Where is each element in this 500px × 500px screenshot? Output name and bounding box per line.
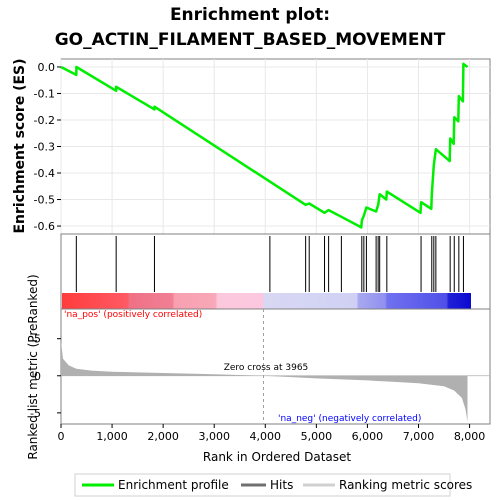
- es-tick-label: -0.3: [34, 141, 55, 154]
- es-tick-label: -0.5: [34, 194, 55, 207]
- metric-y-axis-title: Ranked list metric (PreRanked): [26, 274, 40, 459]
- zero-cross-label: Zero cross at 3965: [224, 363, 309, 373]
- x-tick-label: 6,000: [352, 430, 384, 443]
- chart-title-line1: Enrichment plot:: [170, 5, 330, 25]
- es-tick-label: -0.6: [34, 220, 55, 233]
- x-tick-label: 2,000: [147, 430, 179, 443]
- metric-y-ticks: 5 0 -5: [30, 333, 61, 420]
- positive-correlation-label: 'na_pos' (positively correlated): [64, 310, 202, 320]
- x-axis-ticks: 0 1,000 2,000 3,000 4,000 5,000 6,000 7,000 8,00…: [58, 424, 486, 443]
- negative-correlation-label: 'na_neg' (negatively correlated): [278, 414, 421, 424]
- x-tick-label: 7,000: [403, 430, 435, 443]
- metric-tick-label: 0: [34, 370, 41, 383]
- x-tick-label: 1,000: [96, 430, 128, 443]
- hit-marks: [75, 236, 464, 292]
- x-tick-label: 0: [58, 430, 65, 443]
- legend-hits-label: Hits: [270, 478, 293, 492]
- x-axis-title: Rank in Ordered Dataset: [203, 450, 351, 464]
- x-tick-label: 4,000: [250, 430, 282, 443]
- chart-title-line2: GO_ACTIN_FILAMENT_BASED_MOVEMENT: [55, 30, 446, 50]
- x-tick-label: 3,000: [198, 430, 230, 443]
- legend-enrichment-profile-label: Enrichment profile: [118, 478, 229, 492]
- legend: Enrichment profile Hits Ranking metric s…: [74, 473, 472, 497]
- es-tick-label: -0.4: [34, 167, 55, 180]
- es-tick-label: -0.2: [34, 114, 55, 127]
- rank-color-bar: [62, 293, 471, 309]
- metric-tick-label: 5: [34, 333, 41, 346]
- es-y-ticks: 0.0 -0.1 -0.2 -0.3 -0.4 -0.5 -0.6: [34, 61, 61, 233]
- es-y-axis-title: Enrichment score (ES): [12, 58, 28, 233]
- x-tick-label: 5,000: [301, 430, 333, 443]
- es-tick-label: 0.0: [38, 61, 56, 74]
- enrichment-profile-line: [60, 62, 469, 229]
- metric-tick-label: -5: [30, 407, 41, 420]
- legend-ranking-metric-label: Ranking metric scores: [339, 478, 472, 492]
- x-tick-label: 8,000: [454, 430, 486, 443]
- es-tick-label: -0.1: [34, 87, 55, 100]
- metric-panel: [60, 308, 491, 425]
